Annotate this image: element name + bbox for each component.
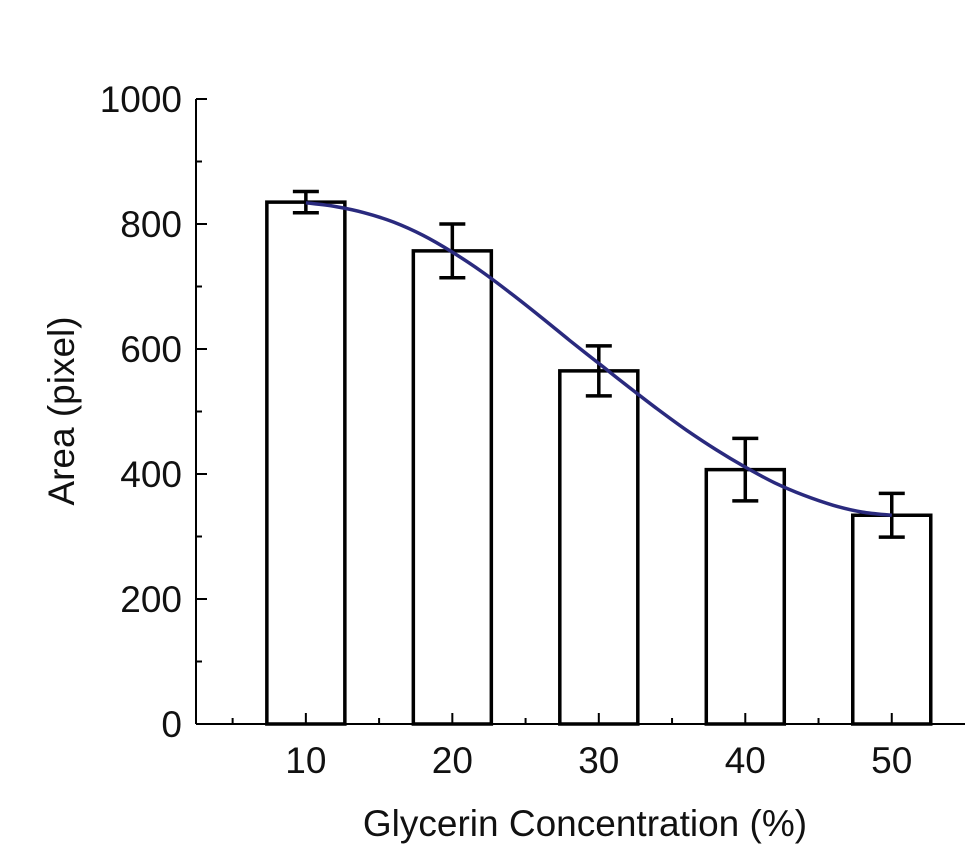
x-tick-label-30: 30 bbox=[578, 740, 619, 781]
axes bbox=[195, 98, 965, 725]
error-bar-40 bbox=[732, 436, 759, 503]
y-axis-title: Area (pixel) bbox=[41, 316, 82, 505]
y-tick-label-1000: 1000 bbox=[100, 79, 182, 120]
x-tick-label-10: 10 bbox=[285, 740, 326, 781]
y-tick-label-200: 200 bbox=[120, 579, 182, 620]
fit-curve-group bbox=[305, 201, 893, 518]
bar-40 bbox=[704, 467, 787, 726]
error-bar-30 bbox=[585, 344, 612, 398]
y-tick-label-800: 800 bbox=[120, 204, 182, 245]
bar-10 bbox=[265, 200, 347, 726]
y-tick-label-0: 0 bbox=[161, 704, 182, 745]
bar-20 bbox=[411, 249, 494, 726]
bars bbox=[265, 200, 933, 726]
x-tick-label-20: 20 bbox=[432, 740, 473, 781]
y-tick-label-400: 400 bbox=[120, 454, 182, 495]
bar-30 bbox=[558, 369, 640, 726]
x-axis-title: Glycerin Concentration (%) bbox=[363, 803, 807, 844]
fit-curve bbox=[305, 201, 893, 518]
bar-50 bbox=[851, 513, 933, 726]
x-tick-label-40: 40 bbox=[725, 740, 766, 781]
y-tick-label-600: 600 bbox=[120, 329, 182, 370]
error-bar-10 bbox=[292, 189, 319, 215]
tick-labels: 0 200 400 600 800 1000 10 20 30 40 50 bbox=[100, 79, 913, 781]
x-tick-label-50: 50 bbox=[871, 740, 912, 781]
